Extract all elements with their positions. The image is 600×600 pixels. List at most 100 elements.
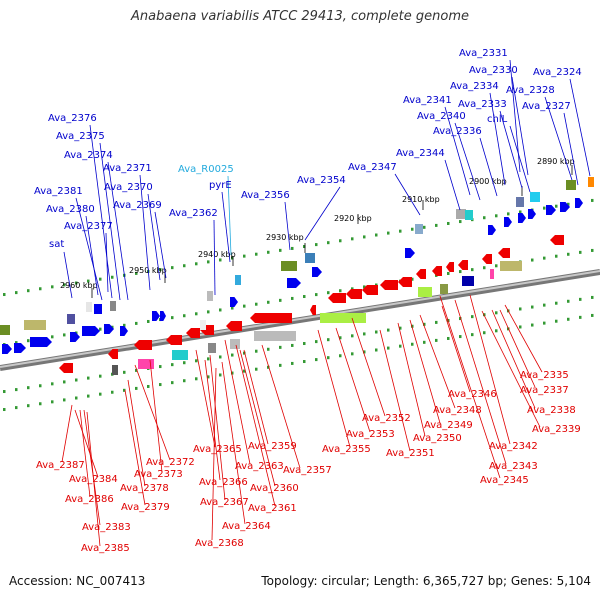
- tick-mark: [219, 355, 222, 359]
- tick-mark: [171, 381, 174, 385]
- gene-label: Ava_2376: [48, 113, 97, 124]
- tick-mark: [555, 319, 558, 323]
- tick-mark: [543, 303, 546, 307]
- gene-arrow: [405, 248, 415, 258]
- tick-mark: [483, 216, 486, 220]
- tick-mark: [351, 287, 354, 291]
- gene-arrow: [82, 326, 100, 336]
- leader-line: [209, 354, 226, 501]
- tick-mark: [543, 321, 546, 325]
- tick-mark: [411, 342, 414, 346]
- gene-label: Ava_2334: [450, 81, 499, 92]
- gene-arrow: [518, 213, 526, 223]
- topology-summary: Topology: circular; Length: 6,365,727 bp…: [261, 574, 591, 588]
- leader-line: [99, 142, 121, 301]
- gene-box: [24, 320, 46, 330]
- tick-mark: [567, 252, 570, 256]
- gene-label: Ava_2342: [489, 441, 538, 452]
- tick-mark: [363, 350, 366, 354]
- tick-mark: [327, 241, 330, 245]
- backbone-highlight: [0, 270, 600, 368]
- tick-mark: [375, 330, 378, 334]
- tick-mark: [219, 258, 222, 262]
- leader-line: [107, 161, 129, 301]
- gene-arrow: [488, 225, 496, 235]
- tick-mark: [243, 369, 246, 373]
- tick-mark: [363, 235, 366, 239]
- tick-mark: [423, 340, 426, 344]
- tick-mark: [63, 398, 66, 402]
- leader-line: [221, 191, 231, 263]
- tick-mark: [495, 264, 498, 268]
- gene-label: Ava_2349: [424, 420, 473, 431]
- tick-mark: [87, 394, 90, 398]
- tick-mark: [303, 245, 306, 249]
- tick-mark: [459, 220, 462, 224]
- leader-line: [335, 327, 371, 433]
- gene-arrow: [528, 209, 536, 219]
- tick-mark: [339, 336, 342, 340]
- tick-mark: [579, 315, 582, 319]
- gene-label: Ava_2368: [195, 538, 244, 549]
- gene-box: [110, 301, 116, 311]
- gene-arrow: [416, 269, 426, 279]
- tick-mark: [303, 295, 306, 299]
- tick-mark: [339, 354, 342, 358]
- leader-line: [511, 76, 529, 176]
- tick-mark: [135, 368, 138, 372]
- gene-label: Ava_2380: [46, 204, 95, 215]
- tick-mark: [279, 298, 282, 302]
- tick-mark: [387, 346, 390, 350]
- tick-mark: [495, 329, 498, 333]
- tick-mark: [231, 256, 234, 260]
- tick-mark: [303, 360, 306, 364]
- gene-label: Ava_2369: [113, 200, 162, 211]
- leader-line: [439, 295, 501, 479]
- gene-arrow: [380, 280, 398, 290]
- gene-arrow: [550, 235, 564, 245]
- tick-mark: [483, 266, 486, 270]
- gene-label: Ava_2351: [386, 448, 435, 459]
- gene-label: Ava_2340: [417, 111, 466, 122]
- kbp-label: 2960 kbp: [60, 281, 98, 290]
- leader-line: [304, 186, 341, 241]
- tick-mark: [495, 311, 498, 315]
- tick-mark: [267, 347, 270, 351]
- gene-arrow: [14, 343, 26, 353]
- tick-mark: [183, 361, 186, 365]
- tick-mark: [375, 348, 378, 352]
- gene-box: [172, 350, 188, 360]
- tick-mark: [555, 301, 558, 305]
- tick-mark: [255, 302, 258, 306]
- gene-box: [440, 284, 448, 294]
- leader-line: [63, 251, 73, 299]
- leader-line: [563, 112, 579, 186]
- tick-mark: [591, 198, 594, 202]
- tick-mark: [435, 320, 438, 324]
- gene-label: Ava_R0025: [178, 164, 234, 175]
- upper-leader-lines: [63, 59, 591, 301]
- tick-mark: [171, 363, 174, 367]
- gene-arrow: [152, 311, 160, 321]
- tick-mark: [99, 327, 102, 331]
- gene-box: [235, 275, 241, 285]
- tick-mark: [315, 340, 318, 344]
- tick-mark: [183, 264, 186, 268]
- tick-mark: [171, 266, 174, 270]
- tick-mark: [591, 313, 594, 317]
- tick-mark: [159, 268, 162, 272]
- tick-row-upper-outer: [3, 198, 594, 297]
- gene-arrow: [398, 277, 412, 287]
- tick-mark: [27, 404, 30, 408]
- tick-mark: [51, 335, 54, 339]
- leader-line: [504, 304, 543, 373]
- map-title: Anabaena variabilis ATCC 29413, complete…: [131, 9, 469, 24]
- gene-box: [0, 325, 10, 335]
- tick-mark: [591, 295, 594, 299]
- tick-mark: [471, 333, 474, 337]
- gene-arrow: [546, 205, 556, 215]
- tick-mark: [567, 317, 570, 321]
- tick-mark: [555, 254, 558, 258]
- tick-mark: [255, 252, 258, 256]
- gene-label: Ava_2361: [248, 503, 297, 514]
